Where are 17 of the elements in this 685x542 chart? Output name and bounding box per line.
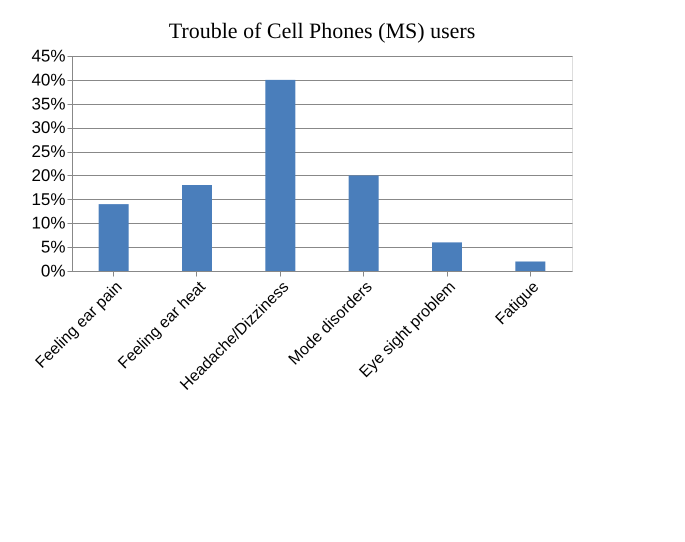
bar [515, 261, 546, 271]
y-tick-label: 25% [31, 142, 66, 162]
chart-title: Trouble of Cell Phones (MS) users [168, 18, 476, 43]
y-tick-label: 10% [31, 214, 66, 233]
y-tick-label: 0% [40, 262, 66, 280]
y-tick-label: 40% [31, 70, 66, 90]
y-tick-label: 20% [31, 166, 66, 185]
bar [348, 175, 379, 271]
bar [432, 242, 462, 271]
y-tick-label: 15% [31, 190, 66, 209]
bar [182, 185, 212, 271]
y-tick-label: 45% [31, 46, 66, 66]
y-tick-label: 5% [40, 238, 66, 257]
bar [265, 80, 296, 271]
y-tick-label: 30% [31, 118, 66, 138]
bar [98, 204, 129, 271]
y-tick-label: 35% [31, 94, 66, 114]
